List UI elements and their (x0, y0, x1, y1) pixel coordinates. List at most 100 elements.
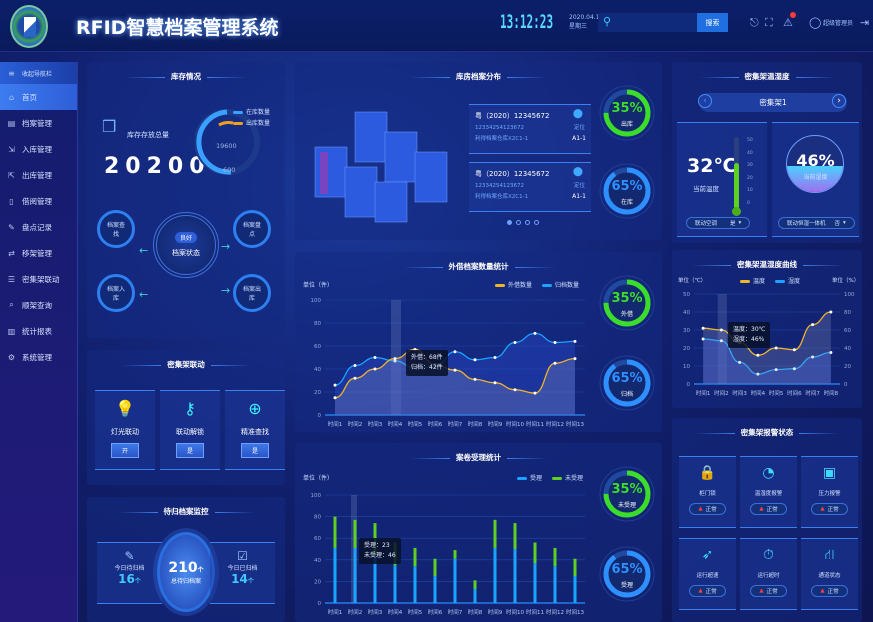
unit: 个 (247, 578, 254, 585)
sidebar-item[interactable]: ⇱ 出库管理 (0, 162, 77, 188)
sidebar-item[interactable]: ⌕ 顺架查询 (0, 292, 77, 318)
hover-band (391, 300, 401, 415)
archive-record-card[interactable]: 粤（2020）12345672 12334254123672 利得档案仓库X2C1-… (469, 104, 591, 154)
today-pending-value: 16 (118, 572, 135, 586)
chart-tooltip: 外借：68件 归档：42件 (406, 350, 448, 376)
linkage-toggle-button[interactable]: 开 (110, 443, 139, 458)
bar-segment (473, 588, 477, 603)
x-tick-label: 时间13 (566, 420, 584, 428)
bar-segment (533, 563, 537, 603)
y-tick-label: 30 (683, 328, 690, 334)
username[interactable]: 超级管理员 (823, 20, 854, 27)
x-tick-label: 时间11 (526, 420, 544, 428)
inventory-gauge (195, 109, 260, 175)
record-code: 粤（2020）12345672 (475, 170, 550, 178)
alarm-label: 运行超速 (696, 573, 719, 579)
today-pending-card: ✎ 今日待归档 16个 (97, 542, 162, 604)
weekday-text: 星期三 (569, 23, 588, 30)
lock-icon[interactable]: ⎋ (750, 16, 759, 29)
search-input[interactable] (598, 13, 728, 32)
inventory-action-node[interactable]: 档案盘点 (233, 210, 271, 248)
logout-icon[interactable]: ⇥ (860, 16, 870, 29)
inventory-action-node[interactable]: 档案查找 (97, 210, 135, 248)
fullscreen-icon[interactable]: ⛶ (765, 16, 773, 29)
y-tick-label: 60 (314, 536, 321, 542)
today-done-card: ☑ 今日已归档 14个 (210, 542, 275, 604)
ring-label: 在库 (620, 199, 633, 206)
x-tick-label: 时间7 (448, 608, 463, 616)
today-done-label: 今日已归档 (227, 565, 258, 572)
node-label: 档案入库 (106, 286, 125, 302)
ac-linkage-select[interactable]: 联动空调是 ▾ (686, 217, 751, 229)
alarm-bell-icon[interactable]: ⚠ (783, 16, 793, 29)
linkage-toggle-button[interactable]: 是 (175, 443, 204, 458)
thermometer-fill (734, 162, 739, 209)
sidebar-item[interactable]: ▯ 借阅管理 (0, 188, 77, 214)
node-label: 档案盘点 (242, 222, 261, 238)
next-shelf-button[interactable]: › (832, 94, 846, 108)
carousel-dot[interactable] (534, 220, 539, 225)
y-tick-label: 80 (314, 321, 321, 327)
archive-record-card[interactable]: 粤（2020）12345672 12334254123672 利得档案仓库X2C1-… (469, 162, 591, 212)
sidebar-item[interactable]: ☰ 密集架联动 (0, 266, 77, 292)
x-tick-label: 时间8 (468, 420, 483, 428)
y-axis-label: 单位（℃） (678, 278, 707, 284)
ring-outline (599, 275, 655, 331)
inventory-action-node[interactable]: 档案入库 (97, 274, 135, 312)
collapse-nav-button[interactable]: ≡ 收起导航栏 (0, 62, 77, 84)
carousel-dot[interactable] (507, 220, 512, 225)
arrow-icon: ← (139, 288, 149, 301)
linkage-toggle-button[interactable]: 是 (240, 443, 269, 458)
data-point (333, 383, 337, 387)
prev-shelf-button[interactable]: ‹ (698, 94, 712, 108)
sidebar-item[interactable]: ⇄ 移架管理 (0, 240, 77, 266)
move-icon: ⇄ (8, 248, 15, 258)
collapse-label: 收起导航栏 (22, 70, 53, 78)
y-tick-label: 20 (314, 390, 321, 396)
bar-segment (533, 542, 537, 564)
bar-segment (573, 576, 577, 603)
linkage-card: ⚷ 联动解锁是 (160, 390, 220, 470)
x-tick-label: 时间1 (696, 389, 711, 397)
dehumidifier-linkage-select[interactable]: 联动恒湿一体机否 ▾ (778, 217, 855, 229)
humidity-label: 当前湿度 (803, 174, 828, 181)
sidebar-item[interactable]: ▥ 统计报表 (0, 318, 77, 344)
distribution-panel: 库房档案分布 粤（2020）12345672 12334254123672 利得档案… (295, 62, 662, 240)
locate-plus-icon: ⊕ (248, 399, 262, 418)
pending-panel: 待归档案监控 ✎ 今日待归档 16个 210个 总待归档案 ☑ 今日已归档 14… (87, 497, 285, 622)
x-tick-label: 时间6 (428, 420, 443, 428)
sidebar-item[interactable]: ⇲ 入库管理 (0, 136, 77, 162)
temp-tick: 50 (747, 138, 753, 143)
sidebar-item-label: 顺架查询 (22, 300, 52, 310)
sidebar-item[interactable]: ✎ 盘点记录 (0, 214, 77, 240)
chart-legend: 温度 湿度 (740, 276, 800, 285)
sidebar-item[interactable]: ⌂ 首页 (0, 84, 77, 110)
sidebar-item[interactable]: ⚙ 系统管理 (0, 344, 77, 370)
y2-axis-label: 单位（%） (832, 278, 860, 284)
siren-icon: ▲ (698, 506, 703, 512)
panel-title: 密集架报警状态 (672, 427, 862, 438)
total-pending-value: 210 (168, 559, 198, 576)
legend-item: 受理 (517, 473, 542, 482)
linkage-panel: 密集架联动 💡 灯光联动开 ⚷ 联动解锁是 ⊕ 精准查找是 (87, 350, 285, 485)
user-icon[interactable]: ◯ (809, 16, 822, 29)
search-button[interactable]: 搜索 (697, 13, 728, 32)
alarm-panel: 密集架报警状态 🔒 柜门锁 ▲ 正常 ◔ 温湿度报警 ▲ 正常 ▣ 压力报警 ▲ 正常 ➶ 运行超速 ▲ 正常… (672, 418, 862, 622)
home-icon: ⌂ (8, 92, 15, 102)
sidebar-item[interactable]: ▤ 档案管理 (0, 110, 77, 136)
unit: 个 (197, 566, 204, 574)
carousel-dot[interactable] (516, 220, 521, 225)
humidity-gauge (786, 135, 844, 193)
legend-item: 外借数量 (495, 280, 532, 289)
meter-icon: ▣ (822, 465, 837, 481)
carousel-dot[interactable] (525, 220, 530, 225)
inventory-action-node[interactable]: 档案出库 (233, 274, 271, 312)
y-tick-label: 40 (314, 367, 321, 373)
x-tick-label: 时间7 (448, 420, 463, 428)
data-point (829, 351, 833, 354)
date-text: 2020.04.13 (569, 14, 604, 21)
data-point (792, 348, 796, 352)
y2-tick-label: 100 (844, 292, 855, 298)
bulb-icon: 💡 (115, 399, 135, 418)
